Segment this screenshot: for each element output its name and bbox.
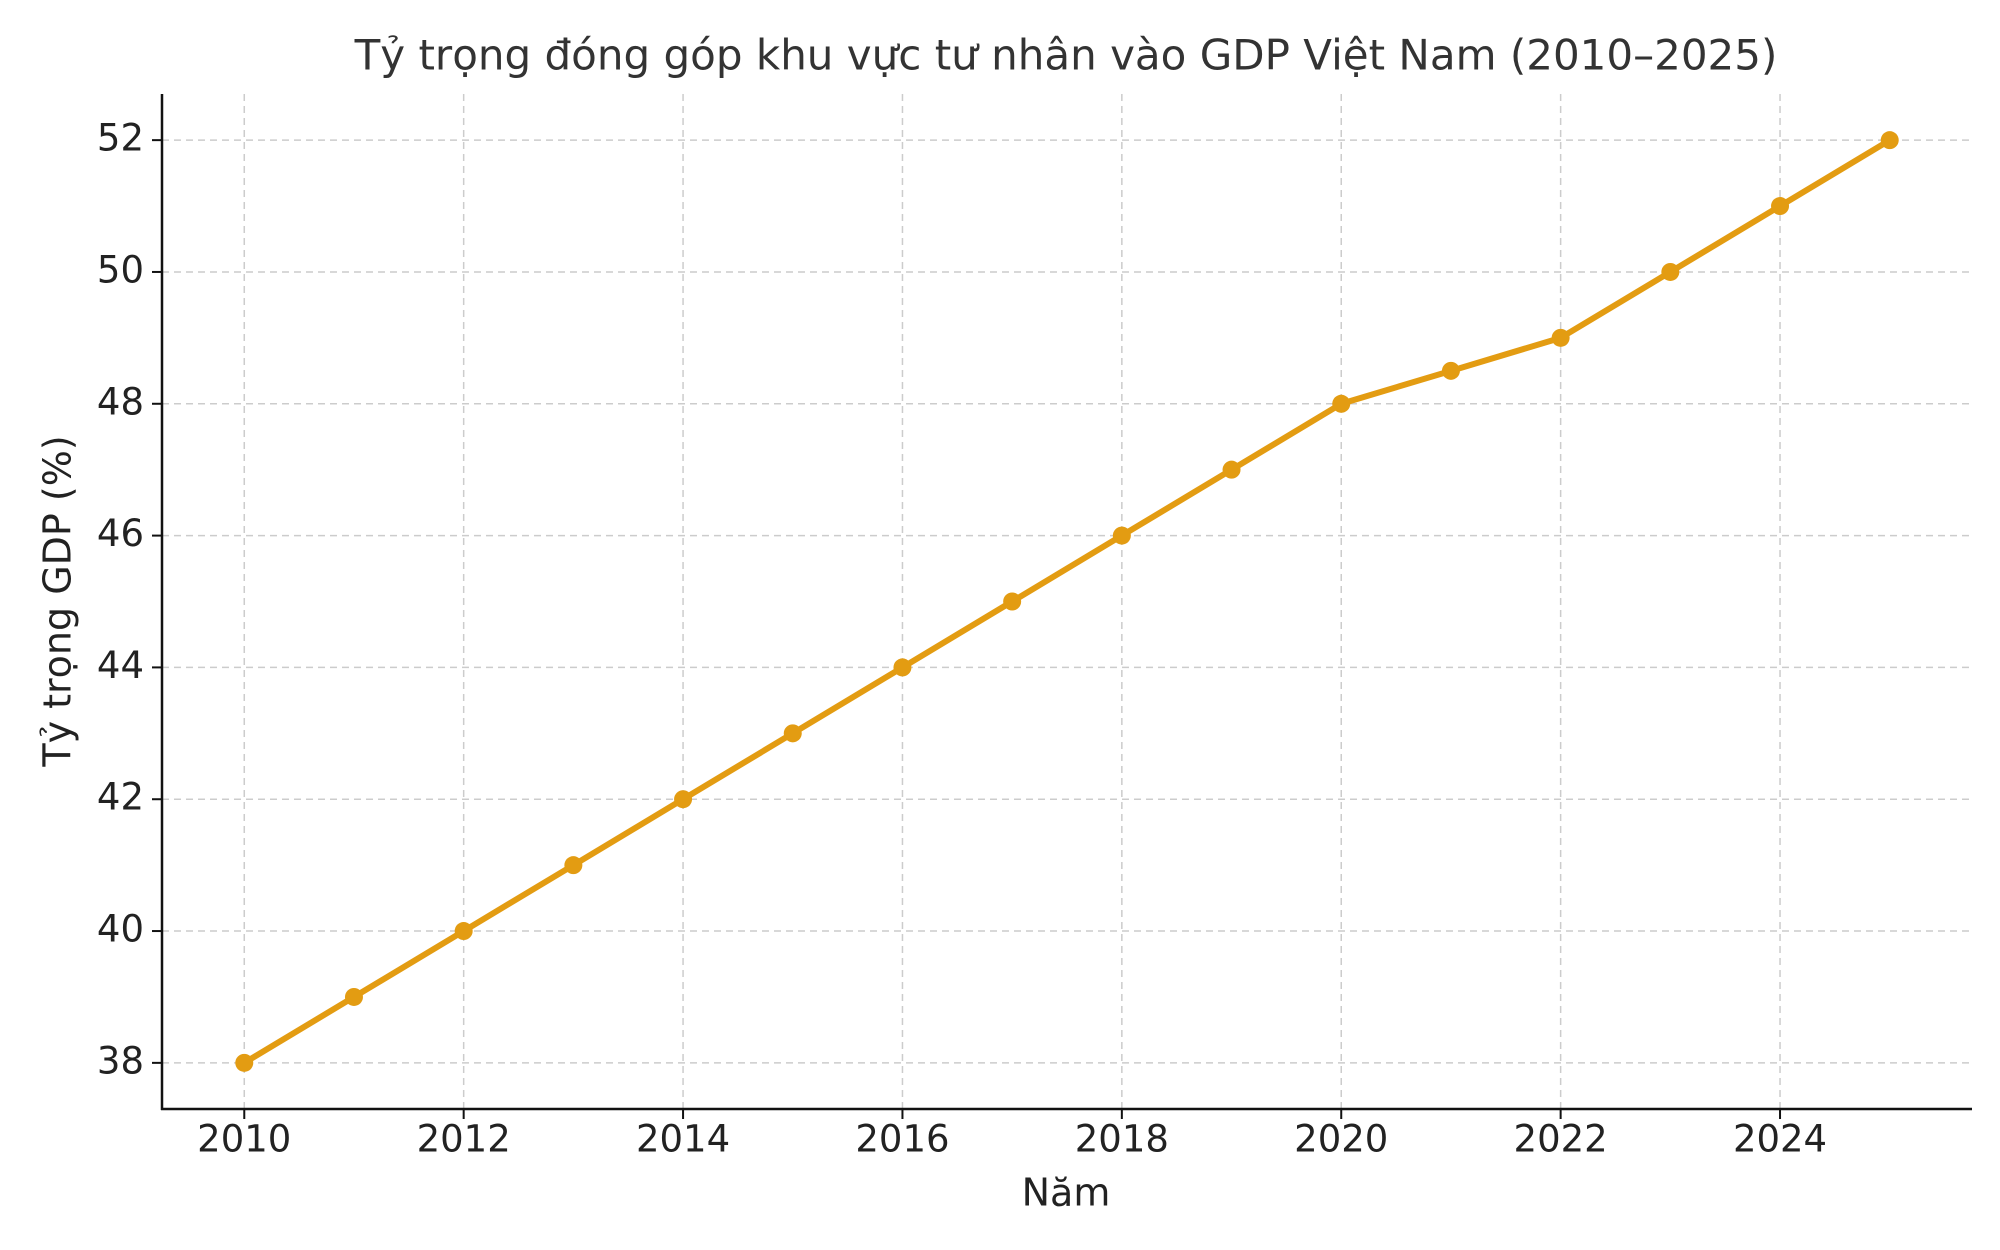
y-axis-label: Tỷ trọng GDP (%) [36,435,80,767]
data-point [454,922,473,941]
x-tick-label: 2022 [1514,1118,1608,1161]
y-tick-label: 42 [97,776,144,819]
data-point [235,1053,254,1072]
x-tick-label: 2012 [417,1118,511,1161]
data-point [1551,328,1570,347]
x-axis-label: Năm [1022,1171,1111,1215]
y-tick-label: 38 [97,1039,144,1082]
x-tick-label: 2024 [1733,1118,1827,1161]
data-line [242,137,1892,1066]
data-point [564,856,583,875]
x-tick-label: 2020 [1294,1118,1388,1161]
y-tick-label: 46 [97,512,144,555]
data-point [1112,526,1131,545]
y-tick-label: 48 [97,380,144,423]
x-tick-label: 2016 [855,1118,949,1161]
y-tick-label: 40 [97,908,144,951]
data-point [674,790,693,809]
y-tick-label: 44 [97,644,144,687]
x-tick-label: 2018 [1075,1118,1169,1161]
data-point [344,987,363,1006]
data-point [1441,361,1460,380]
x-tick-label: 2010 [197,1118,291,1161]
y-tick-label: 52 [97,117,144,160]
data-point [1003,592,1022,611]
data-point [783,724,802,743]
data-point [1880,131,1899,150]
data-point [1771,197,1790,216]
data-point [1661,262,1680,281]
data-point [1222,460,1241,479]
chart-title: Tỷ trọng đóng góp khu vực tư nhân vào GD… [354,31,1778,80]
x-tick-label: 2014 [636,1118,730,1161]
y-tick-label: 50 [97,248,144,291]
data-point [893,658,912,677]
data-point [1332,394,1351,413]
